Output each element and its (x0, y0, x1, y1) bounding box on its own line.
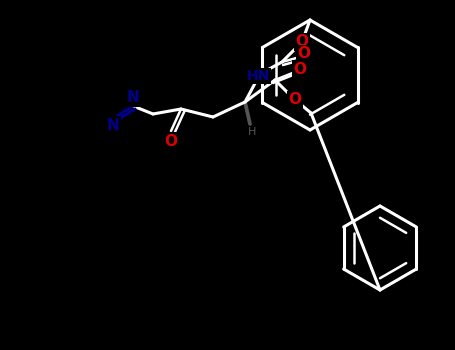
Text: O: O (288, 92, 302, 107)
Text: N: N (106, 118, 119, 133)
Text: O: O (295, 35, 308, 49)
Text: O: O (293, 62, 307, 77)
Text: N: N (126, 91, 139, 105)
Text: HN: HN (246, 69, 270, 83)
Text: O: O (298, 47, 310, 62)
Text: O: O (165, 133, 177, 148)
Text: H: H (248, 127, 256, 137)
